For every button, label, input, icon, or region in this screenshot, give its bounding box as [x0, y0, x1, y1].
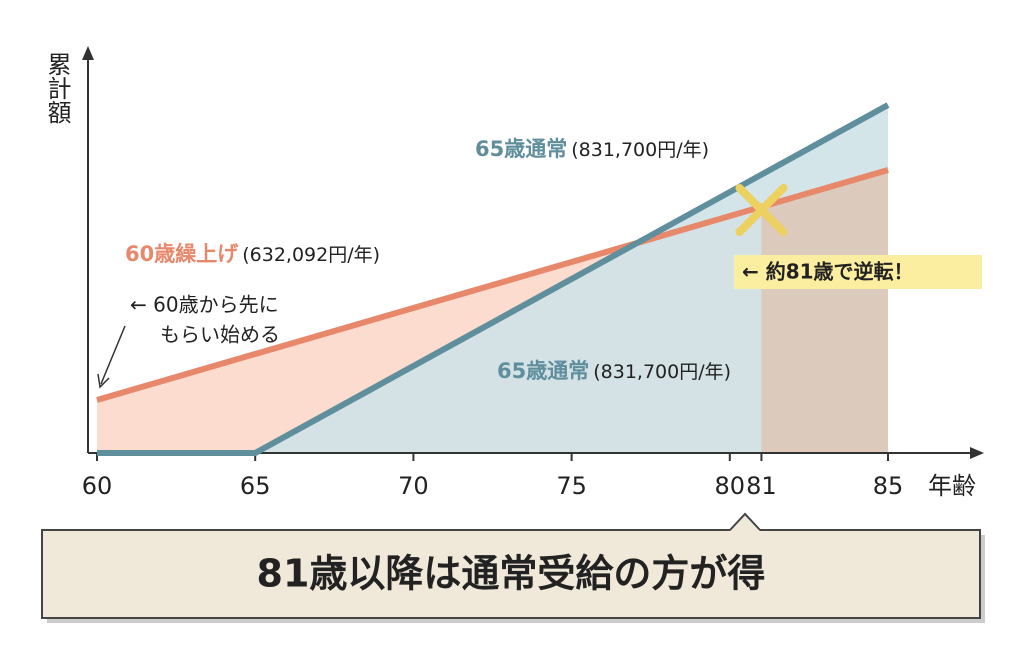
x-tick-label: 80	[715, 472, 746, 500]
series-label: 60歳繰上げ (632,092円/年)	[125, 242, 380, 266]
conclusion: 81歳以降は通常受給の方が得	[257, 552, 766, 596]
series-label: 65歳通常 (831,700円/年)	[475, 137, 709, 161]
series-name: 65歳通常	[475, 137, 567, 161]
y-axis-label: 累計額	[43, 52, 71, 124]
series-name: 60歳繰上げ	[125, 242, 239, 266]
series-line	[97, 102, 890, 456]
series-rate: (831,700円/年)	[593, 361, 731, 383]
crossover-label-box	[734, 255, 982, 289]
crossover-label: ← 約81歳で逆転！	[742, 260, 914, 284]
x-tick-label: 60	[82, 472, 113, 500]
series-area	[97, 105, 888, 453]
x-tick-label: 65	[240, 472, 271, 500]
banner-pointer	[730, 514, 760, 531]
y-axis-arrow	[82, 46, 94, 60]
x-tick-label: 85	[873, 472, 904, 500]
advantage-region	[761, 170, 888, 453]
note: もらい始める	[160, 323, 280, 347]
crossover-stroke	[735, 184, 788, 236]
x-tick-label: 81	[746, 472, 777, 500]
banner-pointer-outline	[729, 512, 761, 531]
note-arrow	[100, 325, 126, 385]
x-tick-label: 75	[556, 472, 587, 500]
crossover-marker	[735, 184, 788, 236]
series-rate: (831,700円/年)	[571, 139, 709, 161]
series-label: 65歳通常 (831,700円/年)	[497, 359, 731, 383]
x-tick-label: 70	[398, 472, 429, 500]
x-axis-arrow	[970, 447, 984, 459]
x-axis-label: 年齢	[928, 472, 976, 500]
note: ← 60歳から先に	[130, 293, 279, 317]
banner	[41, 529, 981, 619]
series-name: 65歳通常	[497, 359, 589, 383]
note-arrowhead	[97, 373, 110, 389]
series-rate: (632,092円/年)	[242, 244, 380, 266]
